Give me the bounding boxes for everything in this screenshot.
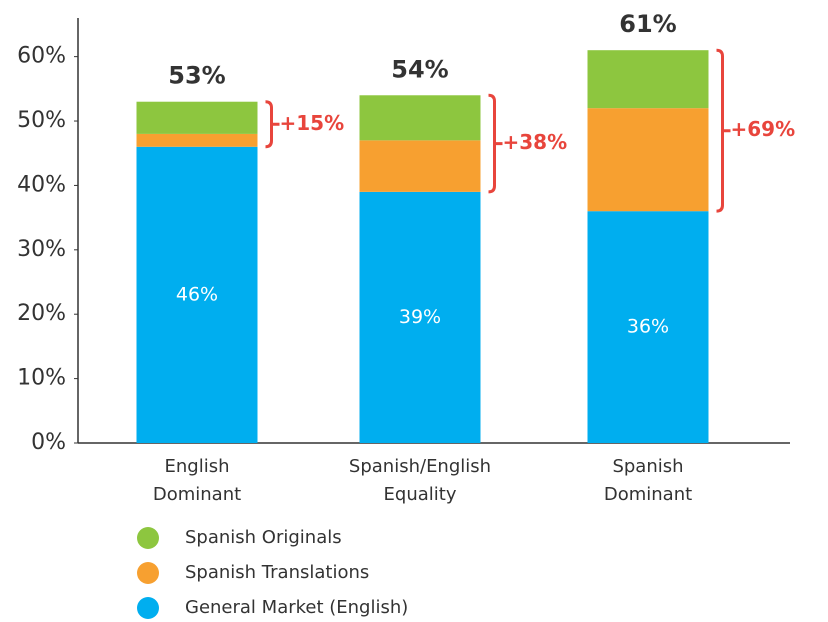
bar-segment — [136, 133, 258, 147]
y-tick-label: 40% — [17, 172, 66, 197]
y-tick-label: 0% — [31, 430, 66, 455]
x-tick-label: Spanish — [612, 456, 683, 477]
y-tick-label: 60% — [17, 44, 66, 69]
x-tick-label: Spanish/English — [349, 456, 491, 477]
bracket — [716, 48, 731, 213]
legend-label: General Market (English) — [185, 597, 408, 618]
value-label: 39% — [399, 306, 441, 328]
total-label: 61% — [619, 10, 676, 38]
x-tick-label: Equality — [384, 484, 457, 505]
bracket-label: +69% — [731, 117, 796, 141]
bar-segment — [587, 50, 709, 109]
legend-swatch — [137, 527, 159, 549]
bar-segment — [359, 95, 481, 141]
bracket — [488, 93, 503, 194]
bracket — [265, 100, 280, 149]
value-label: 36% — [627, 316, 669, 338]
x-tick-label: English — [165, 456, 230, 477]
legend-label: Spanish Originals — [185, 527, 342, 548]
legend-label: Spanish Translations — [185, 562, 369, 583]
total-label: 53% — [168, 62, 225, 90]
bar-segment — [136, 101, 258, 134]
bar-segment — [587, 108, 709, 212]
y-tick-label: 50% — [17, 108, 66, 133]
legend-swatch — [137, 597, 159, 619]
x-tick-label: Dominant — [604, 484, 692, 505]
x-tick-label: Dominant — [153, 484, 241, 505]
bar-segment — [359, 140, 481, 192]
y-tick-label: 20% — [17, 301, 66, 326]
total-label: 54% — [391, 55, 448, 83]
y-tick-label: 10% — [17, 366, 66, 391]
bar-segment — [136, 146, 258, 443]
legend-swatch — [137, 562, 159, 584]
bracket-label: +38% — [503, 130, 568, 154]
value-label: 46% — [176, 283, 218, 305]
y-tick-label: 30% — [17, 237, 66, 262]
bar-segment — [587, 211, 709, 443]
bracket-label: +15% — [280, 111, 345, 135]
bar-segment — [359, 191, 481, 443]
